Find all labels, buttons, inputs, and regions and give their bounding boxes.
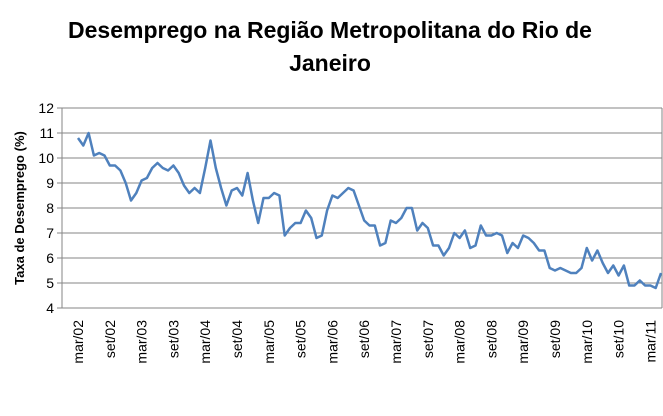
x-tick-label: set/02	[102, 320, 118, 358]
x-tick-label: set/09	[547, 320, 563, 358]
y-tick-label: 8	[46, 200, 54, 216]
x-tick-label: mar/11	[642, 320, 658, 363]
data-line	[76, 131, 663, 290]
x-tick-label: mar/02	[70, 320, 86, 364]
chart-title: Desemprego na Região Metropolitana do Ri…	[68, 17, 592, 76]
y-tick-label: 10	[38, 150, 54, 166]
y-tick-label: 4	[46, 300, 54, 316]
x-tick-label: set/08	[483, 320, 499, 358]
y-tick-label: 9	[46, 175, 54, 191]
x-tick-label: mar/06	[324, 320, 340, 364]
x-tick-label: mar/05	[261, 320, 277, 364]
x-tick-label: set/04	[229, 320, 245, 358]
x-tick-label: set/07	[420, 320, 436, 358]
x-tick-label: mar/04	[197, 320, 213, 364]
x-tick-label: set/05	[293, 320, 309, 358]
x-tick-label: mar/10	[579, 320, 595, 364]
x-tick-label: mar/08	[452, 320, 468, 364]
y-tick-label: 12	[38, 100, 54, 116]
y-tick-label: 5	[46, 275, 54, 291]
y-tick-label: 11	[39, 125, 54, 141]
x-tick-label: set/06	[356, 320, 372, 358]
y-axis-label: Taxa de Desemprego (%)	[12, 131, 27, 285]
x-tick-label: mar/09	[515, 320, 531, 364]
x-tick-label: set/10	[611, 320, 627, 358]
x-tick-label: mar/03	[134, 320, 150, 364]
x-tick-label: set/03	[165, 320, 181, 358]
y-tick-label: 7	[46, 225, 54, 241]
y-tick-label: 6	[46, 250, 54, 266]
x-tick-label: mar/07	[388, 320, 404, 364]
